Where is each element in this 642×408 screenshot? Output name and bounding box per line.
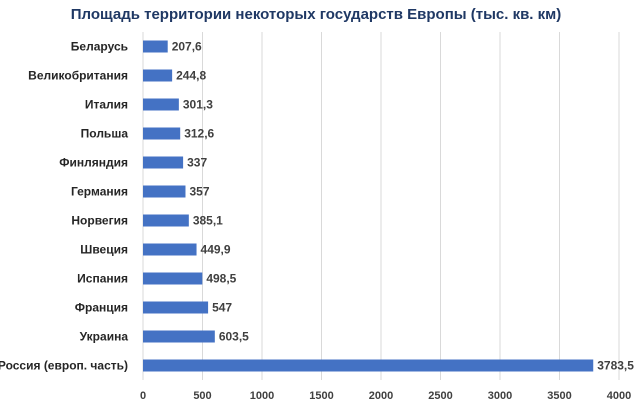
category-label: Франция [75,301,128,315]
x-tick-label: 2000 [369,390,393,402]
x-tick-label: 0 [140,390,146,402]
bar [143,69,173,82]
x-tick-label: 500 [193,390,211,402]
data-label: 385,1 [193,214,223,228]
bar [143,359,594,372]
x-axis-ticks: 0 500 1000 1500 2000 2500 3000 3500 4000 [140,390,631,402]
bar [143,272,203,285]
bar [143,214,189,227]
x-tick-label: 3500 [547,390,571,402]
bar [143,301,209,314]
bar [143,40,168,53]
category-label: Норвегия [71,214,128,228]
bar [143,156,184,169]
x-tick-label: 1000 [250,390,274,402]
x-tick-label: 3000 [488,390,512,402]
category-label: Швеция [80,243,128,257]
gridlines [142,32,620,380]
bar [143,330,215,343]
x-tick-label: 1500 [309,390,333,402]
data-label: 3783,5 [597,359,634,373]
category-label: Украина [80,330,129,344]
data-label: 547 [212,301,232,315]
chart-title: Площадь территории некоторых государств … [71,6,562,23]
bars [143,40,594,372]
bar [143,243,197,256]
data-label: 337 [187,156,207,170]
data-label: 301,3 [183,98,213,112]
category-label: Беларусь [71,40,128,54]
bar [143,127,181,140]
category-label: Италия [85,98,128,112]
bar [143,185,186,198]
category-label: Германия [71,185,128,199]
category-label: Великобритания [28,69,128,83]
category-label: Финляндия [59,156,128,170]
data-label: 449,9 [201,243,231,257]
bar [143,98,179,111]
data-label: 207,6 [172,40,202,54]
category-label: Россия (европ. часть) [0,359,128,373]
x-tick-label: 4000 [607,390,631,402]
data-label: 498,5 [206,272,236,286]
category-label: Польша [81,127,129,141]
x-tick-label: 2500 [428,390,452,402]
value-labels: 207,6 244,8 301,3 312,6 337 357 385,1 449,9 498,… [172,40,635,373]
data-label: 603,5 [219,330,249,344]
data-label: 312,6 [184,127,214,141]
data-label: 357 [189,185,209,199]
category-label: Испания [77,272,128,286]
data-label: 244,8 [176,69,206,83]
category-labels: Беларусь Великобритания Италия Польша Финлян… [0,40,128,373]
